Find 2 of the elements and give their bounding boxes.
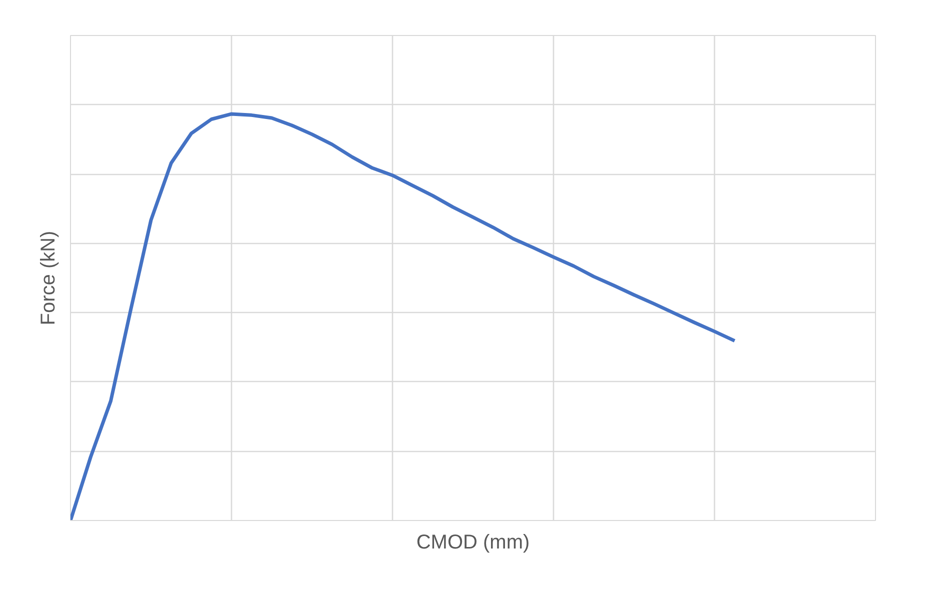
x-axis-title: CMOD (mm) xyxy=(416,532,530,554)
y-axis-title: Force (kN) xyxy=(38,230,60,326)
